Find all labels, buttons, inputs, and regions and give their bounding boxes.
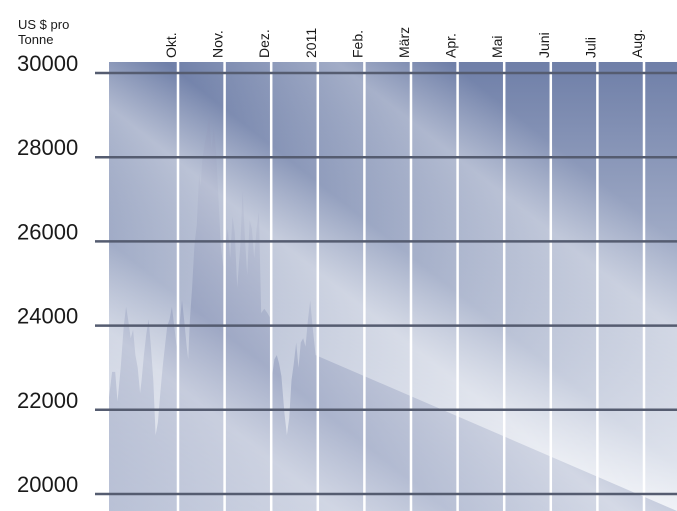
ytick-label: 22000 — [17, 388, 78, 413]
ytick-label: 30000 — [17, 51, 78, 76]
ylabel-line-1: US $ pro — [18, 17, 69, 32]
ytick-labels: 30000 28000 26000 24000 22000 20000 — [17, 51, 78, 497]
ytick-label: 28000 — [17, 135, 78, 160]
month-label: Juli — [582, 37, 598, 58]
ytick-label: 26000 — [17, 219, 78, 244]
month-label: Juni — [536, 32, 552, 58]
month-label: Aug. — [629, 29, 645, 58]
ytick-label: 24000 — [17, 304, 78, 329]
month-label: Okt. — [163, 32, 179, 58]
month-label: Apr. — [443, 33, 459, 58]
month-label: März — [396, 27, 412, 58]
month-lines — [176, 62, 646, 511]
month-label: Feb. — [349, 30, 365, 58]
month-label: 2011 — [303, 28, 319, 58]
month-label: Dez. — [256, 29, 272, 58]
grid-lines — [95, 71, 677, 496]
month-labels: Okt. Nov. Dez. 2011 Feb. März Apr. Mai Juni Juli A… — [163, 27, 645, 58]
month-label: Mai — [489, 35, 505, 58]
month-label: Nov. — [210, 30, 226, 58]
ytick-label: 20000 — [17, 472, 78, 497]
ylabel-line-2: Tonne — [18, 32, 53, 47]
plot-sheen — [109, 62, 677, 511]
